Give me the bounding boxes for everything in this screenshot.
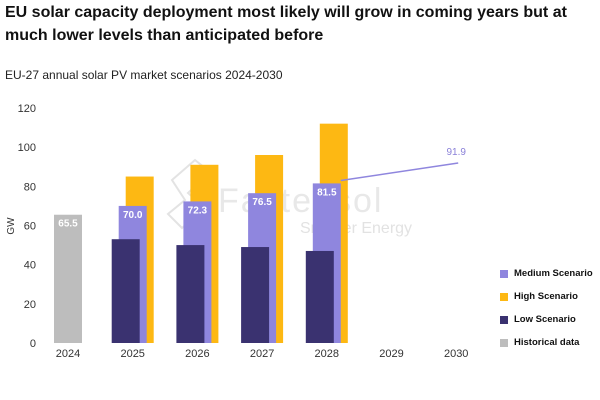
bar-historical bbox=[54, 214, 82, 343]
y-axis-title: GW bbox=[6, 217, 17, 235]
data-label: 76.5 bbox=[252, 197, 272, 208]
legend-label: Historical data bbox=[514, 337, 580, 348]
y-tick-label: 80 bbox=[24, 181, 36, 193]
x-tick-label: 2025 bbox=[120, 348, 144, 360]
legend-item: Low Scenario bbox=[500, 308, 600, 331]
legend-label: High Scenario bbox=[514, 291, 578, 302]
x-tick-label: 2026 bbox=[185, 348, 209, 360]
chart-headline: EU solar capacity deployment most likely… bbox=[5, 4, 567, 44]
bar-low-scenario bbox=[241, 247, 270, 343]
data-label: 72.3 bbox=[188, 205, 208, 216]
data-label: 65.5 bbox=[58, 219, 78, 230]
bar-low-scenario bbox=[176, 245, 205, 343]
y-tick-label: 120 bbox=[18, 103, 36, 115]
legend-swatch bbox=[500, 315, 508, 324]
y-tick-label: 0 bbox=[30, 338, 36, 350]
legend-item: Medium Scenario bbox=[500, 262, 600, 285]
bar-low-scenario bbox=[305, 250, 334, 343]
x-tick-label: 2030 bbox=[444, 348, 468, 360]
data-label: 81.5 bbox=[317, 187, 337, 198]
x-tick-label: 2024 bbox=[56, 348, 80, 360]
legend-label: Medium Scenario bbox=[514, 268, 593, 279]
y-tick-label: 100 bbox=[18, 142, 36, 154]
y-tick-label: 60 bbox=[24, 221, 36, 233]
trend-line-label: 91.9 bbox=[446, 147, 466, 158]
legend-swatch bbox=[500, 292, 508, 301]
bar-low-scenario bbox=[111, 239, 140, 343]
legend-label: Low Scenario bbox=[514, 314, 576, 325]
data-label: 70.0 bbox=[123, 210, 143, 221]
x-tick-label: 2028 bbox=[315, 348, 339, 360]
watermark-brand: Fastensol bbox=[218, 182, 383, 220]
legend-swatch bbox=[500, 269, 508, 278]
x-tick-label: 2027 bbox=[250, 348, 274, 360]
legend-item: Historical data bbox=[500, 331, 600, 354]
chart-title: EU-27 annual solar PV market scenarios 2… bbox=[5, 68, 283, 82]
legend-swatch bbox=[500, 338, 508, 347]
x-tick-label: 2029 bbox=[379, 348, 403, 360]
y-tick-label: 40 bbox=[24, 260, 36, 272]
legend-item: High Scenario bbox=[500, 285, 600, 308]
chart-legend: Medium Scenario High Scenario Low Scenario… bbox=[500, 262, 600, 354]
medium-scenario-trend-line bbox=[340, 162, 459, 182]
y-tick-label: 20 bbox=[24, 299, 36, 311]
